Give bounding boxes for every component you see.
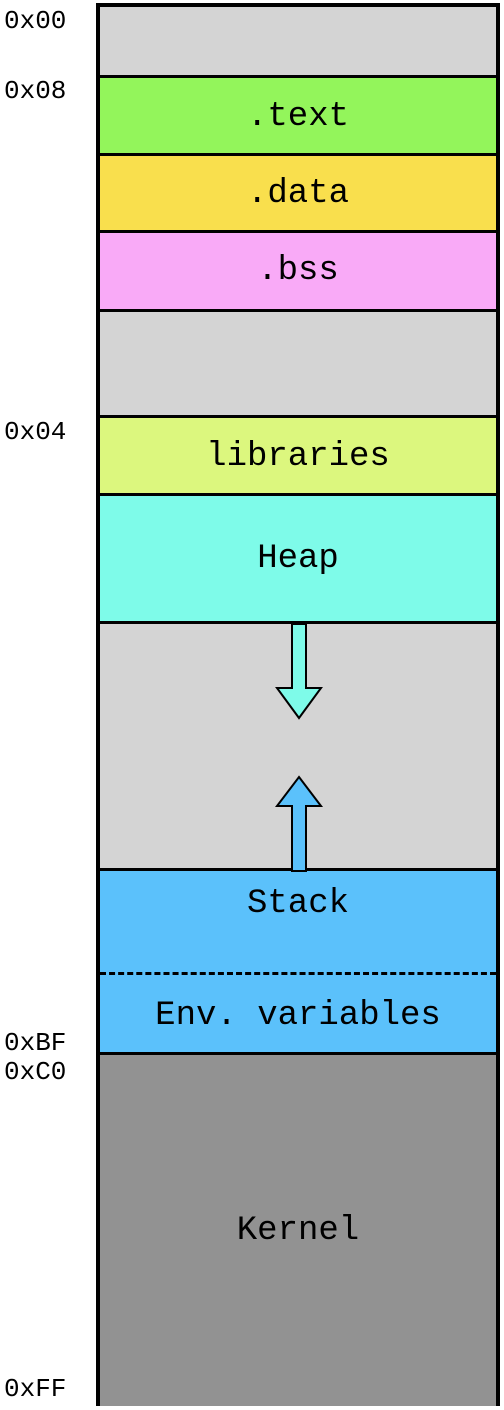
address-0x08: 0x08 [4, 76, 67, 106]
segment-stack-label: Stack [246, 885, 350, 923]
segment-text-label: .text [246, 97, 350, 136]
address-0xBF: 0xBF [4, 1028, 67, 1058]
segment-libraries: libraries [100, 415, 496, 495]
segment-bss: .bss [100, 230, 496, 312]
address-0xC0: 0xC0 [4, 1057, 67, 1087]
heap-growth-arrow-icon [275, 623, 323, 720]
stack-env-divider [100, 972, 496, 975]
address-0x04: 0x04 [4, 417, 67, 447]
segment-heap: Heap [100, 493, 496, 624]
segment-env-label: Env. variables [155, 997, 441, 1035]
segment-data-label: .data [246, 175, 350, 213]
segment-bss-label: .bss [257, 252, 339, 290]
segment-text: .text [100, 75, 496, 155]
stack-growth-arrow-icon [274, 775, 324, 872]
memory-layout-column: .text .data .bss libraries Heap Stack En… [96, 3, 500, 1406]
segment-libraries-label: libraries [206, 437, 390, 476]
address-0x00: 0x00 [4, 6, 67, 36]
segment-kernel-label: Kernel [236, 1211, 360, 1250]
segment-data: .data [100, 153, 496, 232]
address-0xFF: 0xFF [4, 1374, 67, 1404]
segment-stack-env: Stack Env. variables [100, 868, 496, 1054]
segment-heap-label: Heap [257, 539, 339, 578]
segment-kernel: Kernel [100, 1052, 496, 1406]
